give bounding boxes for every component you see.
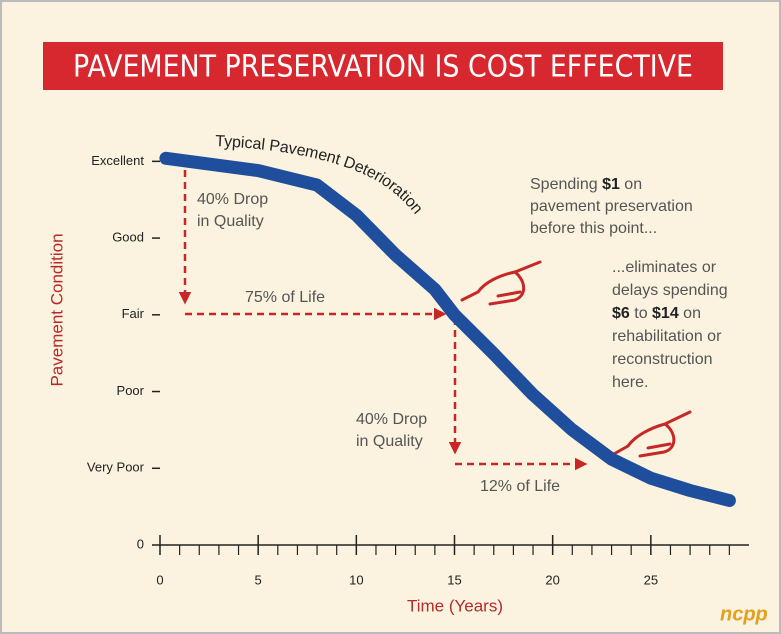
- annotation: rehabilitation or: [612, 328, 722, 345]
- y-axis-label: Pavement Condition: [47, 233, 66, 386]
- x-tick-label: 5: [255, 572, 262, 587]
- deterioration-curve: [159, 151, 736, 507]
- annotation-text: $1: [602, 176, 620, 193]
- annotation-text: 12% of Life: [480, 478, 560, 495]
- annotation: here.: [612, 374, 648, 391]
- annotation: 40% Drop: [197, 191, 268, 208]
- annotation-text: delays spending: [612, 282, 728, 299]
- guide-arrows: [178, 170, 588, 471]
- annotation-text: 40% Drop: [197, 191, 268, 208]
- x-tick-label: 20: [545, 572, 559, 587]
- annotation: 75% of Life: [245, 289, 325, 306]
- logo: ncpp: [720, 603, 768, 625]
- annotation-text: pavement preservation: [530, 198, 693, 215]
- annotation: reconstruction: [612, 351, 713, 368]
- annotation-text: on: [679, 305, 701, 322]
- x-tick-label: 25: [644, 572, 658, 587]
- annotation-text: Spending: [530, 176, 602, 193]
- y-tick-label: Fair: [122, 306, 145, 321]
- annotation: 40% Drop: [356, 411, 427, 428]
- chart-title: PAVEMENT PRESERVATION IS COST EFFECTIVE: [73, 50, 693, 85]
- x-tick-label: 0: [156, 572, 163, 587]
- annotation: $6 to $14 on: [612, 305, 701, 322]
- annotation-text: before this point...: [530, 220, 657, 237]
- x-tick-label: 15: [447, 572, 461, 587]
- y-tick-label: Very Poor: [87, 460, 145, 475]
- annotation: in Quality: [197, 213, 264, 230]
- annotation-text: in Quality: [197, 213, 264, 230]
- annotation: ...eliminates or: [612, 259, 717, 276]
- pointing-hand: [460, 260, 692, 458]
- annotation-text: here.: [612, 374, 648, 391]
- annotation: 12% of Life: [480, 478, 560, 495]
- y-tick-label: Poor: [117, 383, 145, 398]
- title-banner: [43, 42, 723, 90]
- annotation-text: $6: [612, 305, 630, 322]
- annotation-text: 75% of Life: [245, 289, 325, 306]
- annotation: in Quality: [356, 433, 423, 450]
- annotation-text: rehabilitation or: [612, 328, 722, 345]
- y-tick-label: Good: [112, 230, 144, 245]
- y-tick-label: Excellent: [91, 153, 144, 168]
- annotation-text: 40% Drop: [356, 411, 427, 428]
- annotation-text: reconstruction: [612, 351, 713, 368]
- annotation: Spending $1 on: [530, 176, 642, 193]
- x-tick-label: 10: [349, 572, 363, 587]
- annotation: before this point...: [530, 220, 657, 237]
- annotation: pavement preservation: [530, 198, 693, 215]
- annotation-text: $14: [652, 305, 679, 322]
- annotation: delays spending: [612, 282, 728, 299]
- x-axis-label: Time (Years): [407, 596, 503, 615]
- annotation-text: to: [630, 305, 652, 322]
- annotation-text: on: [620, 176, 642, 193]
- annotation-text: in Quality: [356, 433, 423, 450]
- y-tick-label: 0: [137, 536, 144, 551]
- annotation-text: ...eliminates or: [612, 259, 717, 276]
